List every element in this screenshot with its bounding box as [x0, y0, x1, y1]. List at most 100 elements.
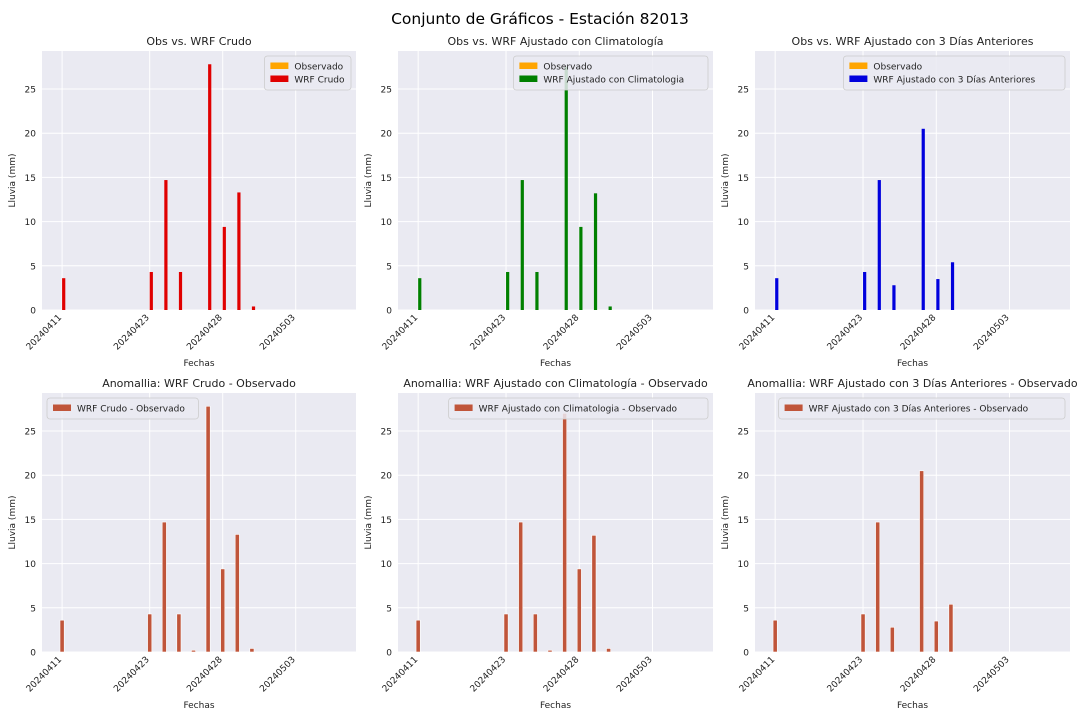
legend-label: WRF Ajustado con 3 Días Anteriores	[873, 76, 1035, 86]
x-tick-label: 20240428	[899, 655, 939, 695]
x-tick-label: 20240423	[826, 313, 865, 352]
y-tick-label: 25	[381, 86, 392, 96]
x-axis-label: Fechas	[897, 359, 928, 369]
bar	[208, 64, 212, 310]
y-tick-label: 5	[386, 604, 392, 614]
y-tick-label: 20	[25, 130, 37, 140]
y-tick-label: 5	[30, 262, 36, 272]
bar	[608, 306, 612, 310]
plot-area	[755, 51, 1070, 310]
bar	[220, 568, 226, 653]
bar	[591, 535, 597, 653]
legend-label: Observado	[543, 63, 592, 73]
y-tick-label: 20	[381, 130, 393, 140]
bar	[415, 619, 421, 653]
y-axis-label: Lluvia (mm)	[8, 496, 18, 550]
y-tick-label: 20	[381, 472, 393, 482]
bar	[547, 649, 553, 653]
y-tick-label: 10	[381, 560, 393, 570]
legend-label: Observado	[873, 63, 922, 73]
y-tick-label: 5	[30, 604, 36, 614]
bar	[251, 306, 256, 310]
bar	[518, 521, 524, 653]
x-tick-label: 20240411	[25, 313, 64, 352]
y-axis-label: Lluvia (mm)	[721, 496, 731, 550]
x-tick-label: 20240411	[738, 655, 777, 694]
bar	[892, 285, 896, 310]
legend-swatch	[53, 404, 71, 411]
chart-panel-5: Anomallia: WRF Ajustado con Climatología…	[364, 377, 713, 711]
y-axis-label: Lluvia (mm)	[721, 154, 731, 208]
y-tick-label: 15	[738, 516, 749, 526]
legend-label: WRF Crudo - Observado	[77, 405, 185, 415]
bar	[249, 648, 255, 653]
bar	[579, 226, 583, 310]
chart-title: Anomallia: WRF Ajustado con 3 Días Anter…	[747, 377, 1077, 390]
bar	[418, 278, 422, 310]
legend-swatch	[454, 404, 473, 411]
x-tick-label: 20240411	[738, 313, 777, 352]
chart-panel-1: Obs vs. WRF Crudo 0 5 10 15 20 25 20240411 20240…	[8, 35, 356, 369]
x-axis-label: Fechas	[897, 701, 928, 711]
bar	[506, 271, 510, 310]
y-tick-label: 0	[386, 307, 392, 317]
legend: Observado WRF Crudo	[263, 55, 352, 91]
y-axis-label: Lluvia (mm)	[364, 154, 374, 208]
legend-box	[513, 55, 709, 91]
legend-swatch	[270, 62, 289, 69]
x-tick-label: 20240503	[972, 313, 1011, 352]
x-tick-label: 20240411	[381, 655, 420, 694]
bar	[919, 470, 925, 653]
bar	[921, 128, 925, 310]
x-axis-label: Fechas	[183, 359, 214, 369]
legend-box	[778, 397, 1066, 420]
x-tick-label: 20240423	[469, 313, 508, 352]
x-tick-label: 20240503	[615, 313, 654, 352]
x-tick-label: 20240423	[112, 655, 151, 694]
x-tick-label: 20240423	[112, 313, 151, 352]
chart-panel-6: Anomallia: WRF Ajustado con 3 Días Anter…	[721, 377, 1078, 711]
x-tick-label: 20240411	[381, 313, 420, 352]
x-tick-label: 20240428	[542, 655, 582, 695]
legend: Observado WRF Ajustado con Climatologia	[513, 55, 709, 91]
legend-label: WRF Ajustado con Climatologia - Observad…	[479, 405, 678, 415]
legend-box	[448, 397, 709, 420]
bar	[191, 649, 196, 653]
plot-area	[42, 51, 356, 310]
y-tick-label: 0	[743, 649, 749, 659]
bar	[889, 626, 895, 653]
legend: WRF Ajustado con 3 Días Anteriores - Obs…	[778, 397, 1066, 420]
legend: WRF Ajustado con Climatologia - Observad…	[448, 397, 709, 420]
y-tick-label: 10	[381, 218, 393, 228]
legend-swatch	[519, 62, 538, 69]
bar	[950, 262, 955, 310]
bar	[149, 271, 153, 310]
bar	[520, 180, 524, 310]
bar	[222, 226, 226, 310]
bar	[535, 271, 539, 310]
y-tick-label: 5	[743, 604, 749, 614]
y-tick-label: 0	[30, 307, 36, 317]
legend-label: WRF Ajustado con 3 Días Anteriores - Obs…	[809, 405, 1029, 415]
x-tick-label: 20240428	[185, 655, 225, 695]
y-tick-label: 5	[386, 262, 392, 272]
chart-title: Obs vs. WRF Ajustado con Climatología	[447, 35, 663, 48]
x-tick-label: 20240503	[258, 655, 297, 694]
x-axis-label: Fechas	[540, 359, 571, 369]
y-tick-label: 0	[386, 649, 392, 659]
x-tick-label: 20240423	[469, 655, 508, 694]
bar	[775, 278, 779, 310]
bar	[161, 521, 167, 653]
bar	[178, 271, 183, 310]
plot-area	[398, 393, 713, 652]
x-tick-label: 20240411	[25, 655, 64, 694]
y-tick-label: 25	[25, 86, 36, 96]
bar	[532, 613, 538, 653]
bar	[875, 521, 881, 653]
legend-swatch	[849, 62, 868, 69]
bar	[176, 613, 182, 653]
y-tick-label: 10	[738, 218, 750, 228]
legend-box	[843, 55, 1066, 91]
chart-panel-3: Obs vs. WRF Ajustado con 3 Días Anterior…	[721, 35, 1070, 369]
y-tick-label: 15	[25, 516, 36, 526]
